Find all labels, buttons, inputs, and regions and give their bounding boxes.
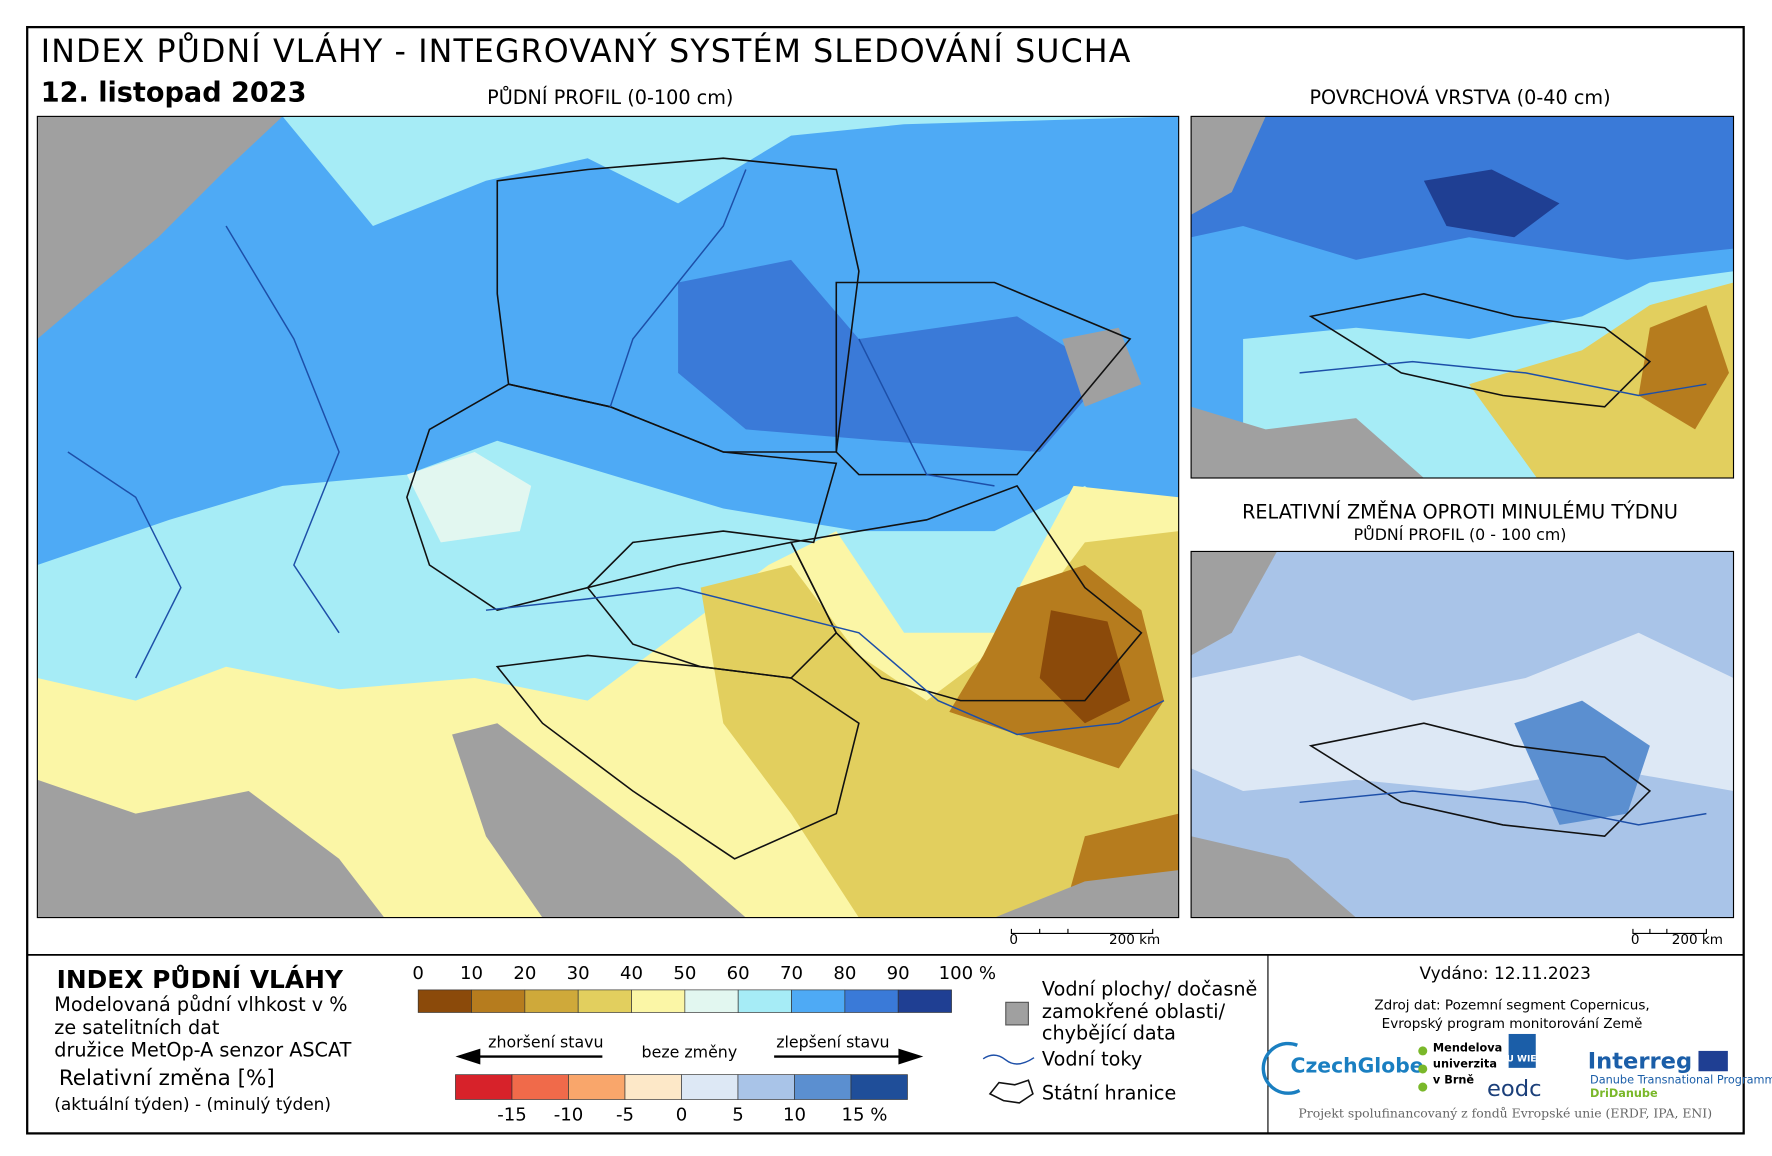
map-subtitle: PŮDNÍ PROFIL (0 - 100 cm) bbox=[1354, 525, 1567, 544]
color-swatch bbox=[850, 1074, 908, 1100]
colorbar-label: 90 bbox=[887, 963, 910, 984]
logo: CzechGlobe bbox=[1291, 1054, 1424, 1078]
colorbar-label: 0 bbox=[412, 963, 424, 984]
color-swatch bbox=[681, 1074, 739, 1100]
title: INDEX PŮDNÍ VLÁHY - INTEGROVANÝ SYSTÉM S… bbox=[41, 32, 1132, 70]
colorbar-label: -15 bbox=[497, 1104, 527, 1125]
nodata-symbol bbox=[1005, 1001, 1029, 1026]
colorbar-label: -10 bbox=[554, 1104, 584, 1125]
logo: Mendelova bbox=[1433, 1042, 1502, 1055]
color-swatch bbox=[794, 1074, 852, 1100]
legend-text: Modelovaná půdní vlhkost v % bbox=[54, 993, 347, 1016]
colorbar-label: 30 bbox=[567, 963, 590, 984]
colorbar-label: 60 bbox=[727, 963, 750, 984]
color-swatch bbox=[511, 1074, 569, 1100]
source: Zdroj dat: Pozemní segment Copernicus, bbox=[1374, 998, 1649, 1014]
scale-label: 0 bbox=[1009, 932, 1018, 948]
map-title: PŮDNÍ PROFIL (0-100 cm) bbox=[487, 85, 733, 109]
issued: Vydáno: 12.11.2023 bbox=[1420, 963, 1591, 983]
logo: eodc bbox=[1487, 1076, 1541, 1102]
logo: v Brně bbox=[1433, 1073, 1475, 1086]
logo-mark bbox=[1418, 1064, 1428, 1074]
colorbar-label: 40 bbox=[620, 963, 643, 984]
map-frame bbox=[36, 115, 1180, 919]
color-swatch bbox=[417, 989, 472, 1013]
colorbar-label: 15 % bbox=[842, 1104, 888, 1125]
logo: TU WIEN bbox=[1500, 1054, 1544, 1064]
colorbar-label: 5 bbox=[732, 1104, 744, 1125]
logo-mark bbox=[1261, 1041, 1301, 1095]
color-swatch bbox=[577, 989, 632, 1013]
scale-label: 200 km bbox=[1672, 932, 1723, 948]
source: Evropský program monitorování Země bbox=[1382, 1016, 1643, 1032]
colorbar-label: 70 bbox=[780, 963, 803, 984]
border-symbol bbox=[988, 1079, 1034, 1104]
logo: Danube Transnational Programme bbox=[1590, 1073, 1772, 1086]
color-swatch bbox=[897, 989, 952, 1013]
legend-text: družice MetOp-A senzor ASCAT bbox=[54, 1038, 351, 1061]
color-swatch bbox=[791, 989, 846, 1013]
map-title: RELATIVNÍ ZMĚNA OPROTI MINULÉMU TÝDNU bbox=[1242, 501, 1678, 524]
legend-title: INDEX PŮDNÍ VLÁHY bbox=[57, 964, 344, 994]
logo-mark bbox=[1508, 1033, 1536, 1068]
legend-text: Vodní plochy/ dočasně bbox=[1042, 977, 1257, 1000]
arrow-label: zhoršení stavu bbox=[488, 1032, 603, 1051]
legend-text: chybějící data bbox=[1042, 1021, 1176, 1044]
colorbar-label: 50 bbox=[673, 963, 696, 984]
legend-text: ze satelitních dat bbox=[54, 1016, 220, 1039]
colorbars: 0 10 20 30 40 50 60 70 80 90 100 % -15 -10 -5 0 5 10 15 % bbox=[412, 963, 996, 1125]
scale-bar bbox=[1010, 928, 1154, 934]
arrow bbox=[774, 1048, 924, 1065]
colorbar-label: -5 bbox=[616, 1104, 634, 1125]
color-swatch bbox=[631, 989, 686, 1013]
colorbar-label: 10 bbox=[783, 1104, 806, 1125]
eu-flag bbox=[1698, 1050, 1728, 1072]
color-swatch bbox=[471, 989, 526, 1013]
moisture-map bbox=[37, 116, 1179, 918]
colorbar-label: 10 bbox=[460, 963, 483, 984]
logo-mark bbox=[1418, 1046, 1428, 1056]
color-swatch bbox=[737, 989, 792, 1013]
logo-mark bbox=[1418, 1082, 1428, 1092]
scale-label: 200 km bbox=[1109, 932, 1160, 948]
scale-bar bbox=[1632, 928, 1707, 934]
legend-text: Vodní toky bbox=[1042, 1047, 1142, 1070]
logo: Interreg bbox=[1588, 1049, 1692, 1075]
color-swatch bbox=[524, 989, 579, 1013]
logo: DriDanube bbox=[1590, 1087, 1658, 1100]
change-map bbox=[1191, 551, 1734, 918]
legend-text: (aktuální týden) - (minulý týden) bbox=[54, 1094, 331, 1114]
map-title: POVRCHOVÁ VRSTVA (0-40 cm) bbox=[1309, 86, 1610, 109]
arrow-label: beze změny bbox=[642, 1043, 738, 1062]
color-swatch bbox=[844, 989, 899, 1013]
legend-text: Státní hranice bbox=[1042, 1081, 1176, 1104]
map-frame bbox=[1190, 115, 1735, 479]
color-swatch bbox=[455, 1074, 513, 1100]
map-frame bbox=[1190, 550, 1735, 919]
color-swatch bbox=[737, 1074, 795, 1100]
colorbar-label: 20 bbox=[513, 963, 536, 984]
logo: univerzita bbox=[1433, 1057, 1497, 1070]
surface-map bbox=[1191, 116, 1734, 478]
legend-text: zamokřené oblasti/ bbox=[1042, 1000, 1226, 1023]
color-swatch bbox=[624, 1074, 682, 1100]
scale-label: 0 bbox=[1631, 932, 1640, 948]
arrow bbox=[455, 1048, 603, 1065]
colorbar-label: 80 bbox=[833, 963, 856, 984]
arrow-label: zlepšení stavu bbox=[776, 1032, 889, 1051]
river-symbol bbox=[982, 1054, 1035, 1065]
colorbar-label: 0 bbox=[676, 1104, 688, 1125]
funding: Projekt spolufinancovaný z fondů Evropsk… bbox=[1298, 1106, 1712, 1121]
color-swatch bbox=[568, 1074, 626, 1100]
colorbar-label: 100 % bbox=[939, 963, 996, 984]
color-swatch bbox=[684, 989, 739, 1013]
date: 12. listopad 2023 bbox=[41, 77, 307, 108]
legend-title: Relativní změna [%] bbox=[59, 1066, 275, 1091]
